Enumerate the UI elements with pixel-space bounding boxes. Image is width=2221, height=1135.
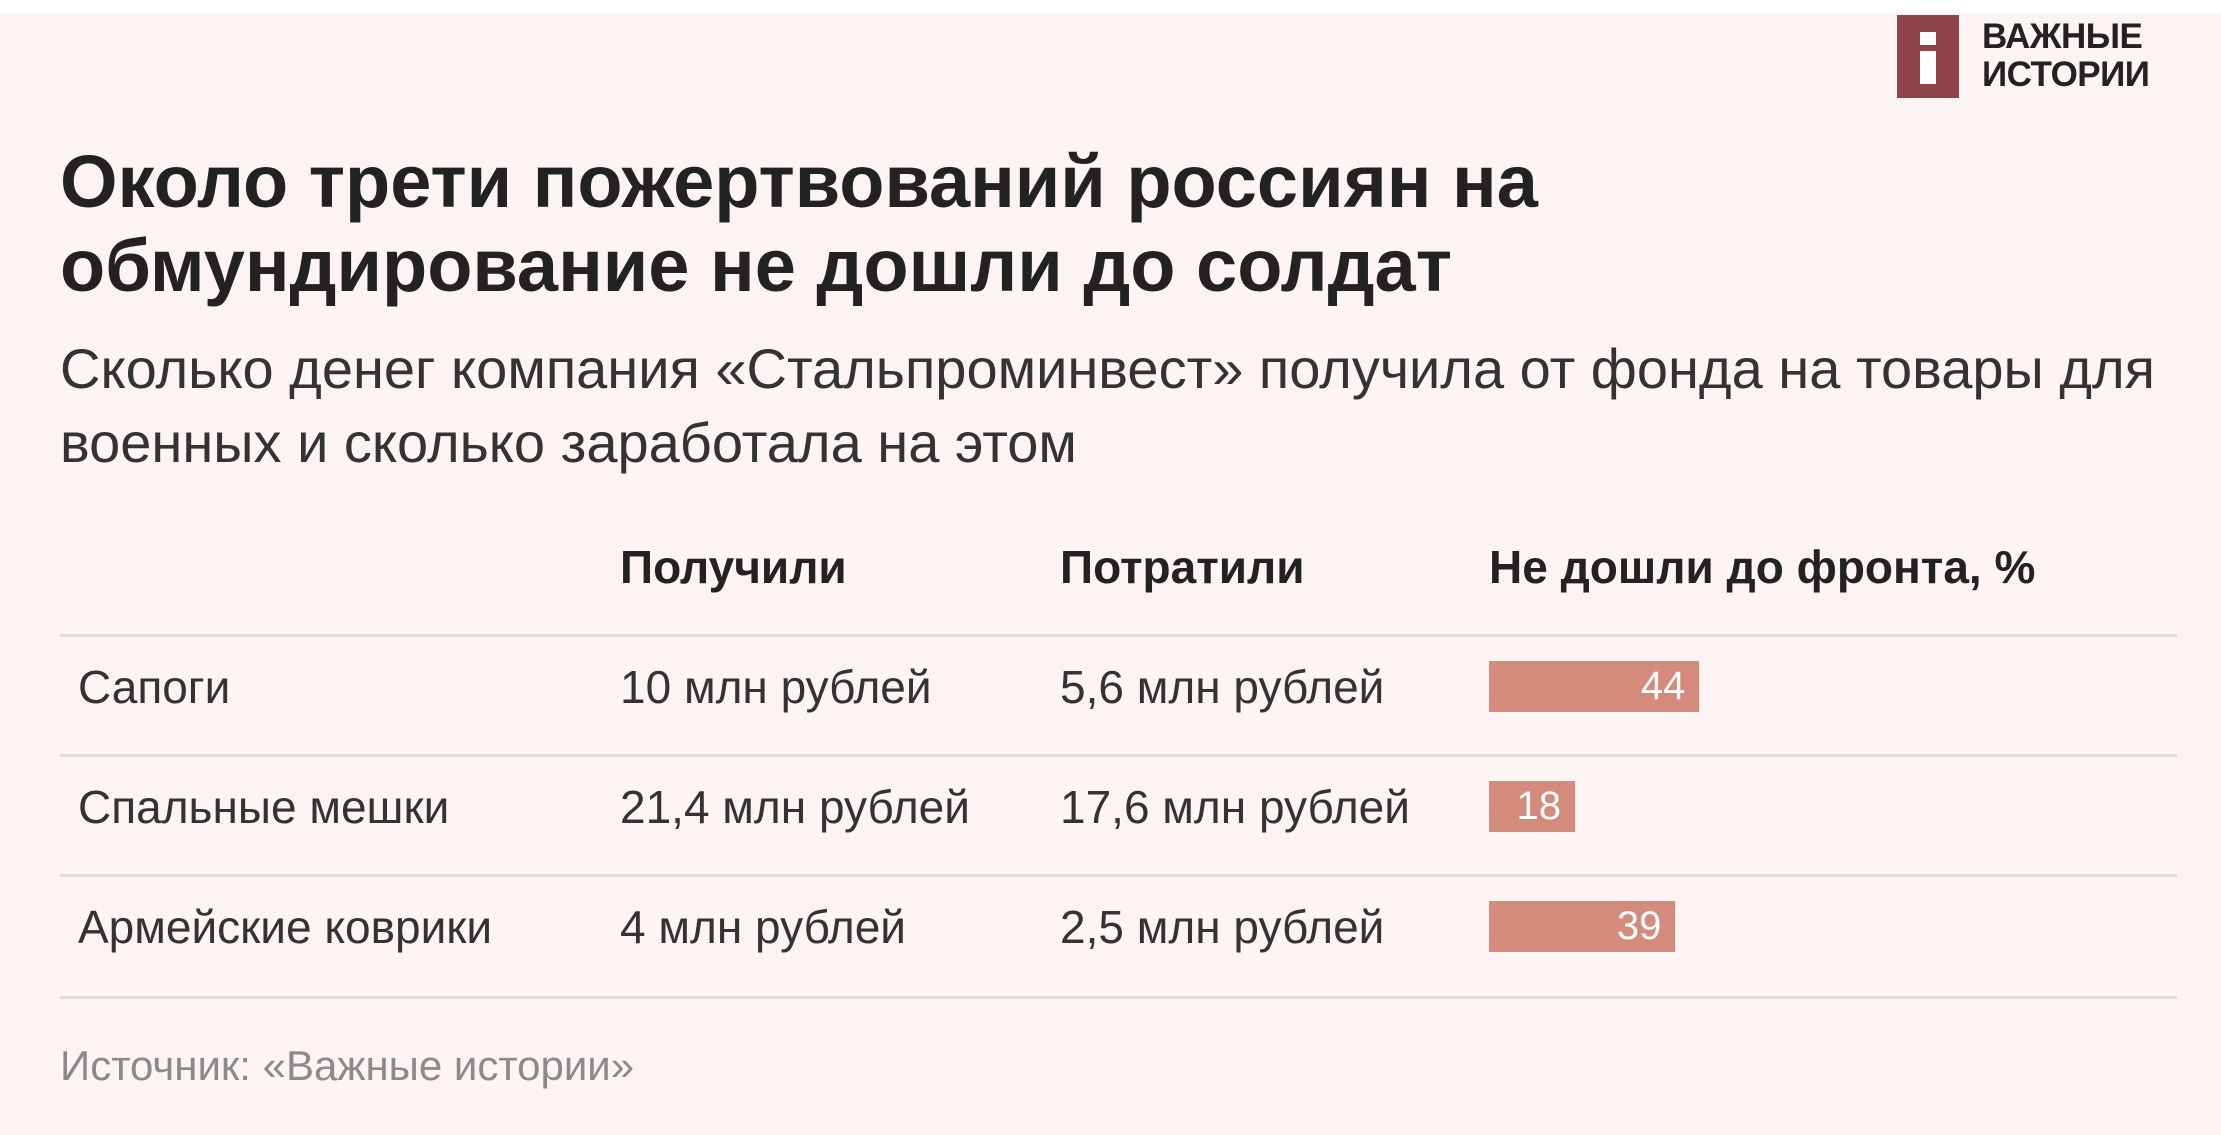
- percent-bar: 44: [1489, 661, 1700, 712]
- percent-bar: 18: [1489, 781, 1576, 832]
- logo-line1: ВАЖНЫЕ: [1982, 17, 2143, 56]
- row-divider: [60, 874, 2177, 877]
- spent-value: 5,6 млн рублей: [1060, 661, 1385, 713]
- received-value: 10 млн рублей: [620, 661, 932, 713]
- logo-stem: [1920, 51, 1936, 84]
- percent-label: 44: [1640, 664, 1686, 708]
- percent-bar: 39: [1489, 901, 1676, 952]
- header-percent: Не дошли до фронта, %: [1489, 541, 2036, 593]
- header-spent: Потратили: [1060, 541, 1305, 593]
- spent-value: 17,6 млн рублей: [1060, 781, 1410, 833]
- spent-value: 2,5 млн рублей: [1060, 901, 1385, 953]
- received-value: 4 млн рублей: [620, 901, 906, 953]
- source-note: Источник: «Важные истории»: [60, 1042, 635, 1089]
- logo-dot: [1920, 32, 1936, 45]
- received-value: 21,4 млн рублей: [620, 781, 970, 833]
- percent-label: 18: [1516, 784, 1562, 828]
- header-received: Получили: [620, 541, 847, 593]
- row-label: Спальные мешки: [78, 781, 450, 833]
- chart-title: Около трети пожертвований россиян на обм…: [60, 140, 1538, 307]
- row-label: Армейские коврики: [78, 901, 493, 953]
- percent-label: 39: [1616, 904, 1662, 948]
- row-divider: [60, 634, 2177, 637]
- chart-panel: [0, 14, 2221, 1135]
- logo-line2: ИСТОРИИ: [1982, 55, 2150, 94]
- logo-icon: [1897, 15, 1959, 98]
- row-divider: [60, 754, 2177, 757]
- logo-text: ВАЖНЫЕ ИСТОРИИ: [1982, 17, 2150, 94]
- chart-subtitle: Сколько денег компания «Стальпроминвест»…: [60, 337, 2155, 474]
- row-divider: [60, 996, 2177, 999]
- row-label: Сапоги: [78, 661, 231, 713]
